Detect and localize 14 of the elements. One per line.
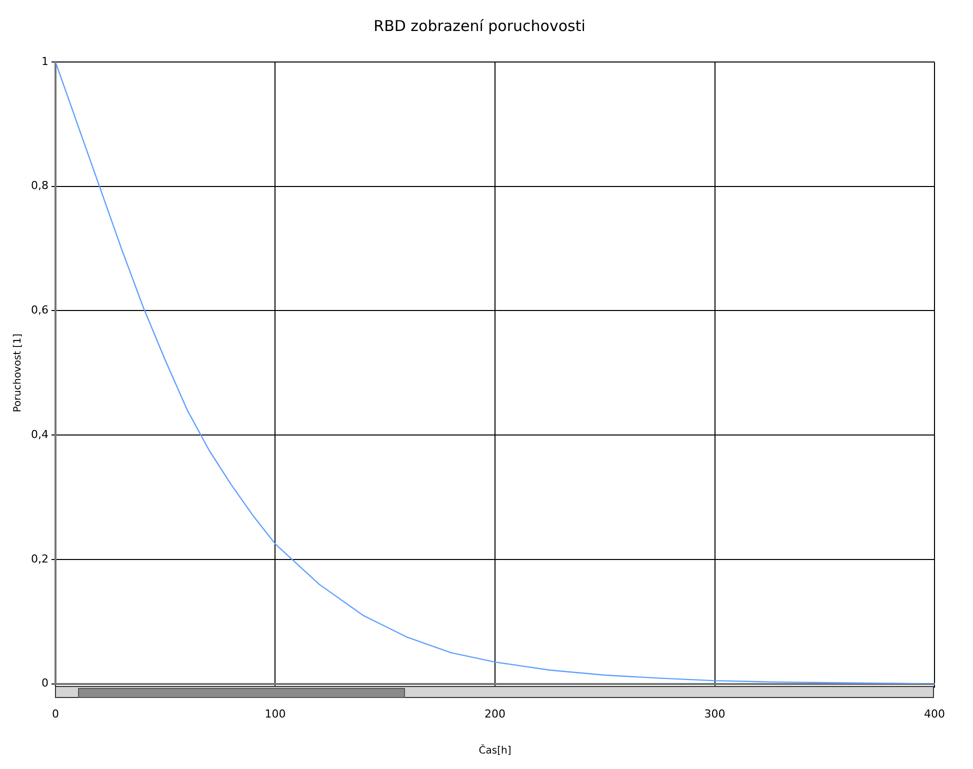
y-tick-label: 1 xyxy=(41,54,48,68)
x-tick-label: 400 xyxy=(924,707,945,720)
x-tick-label: 200 xyxy=(484,707,506,720)
y-tick-label: 0,4 xyxy=(30,428,48,441)
y-tick-label: 0,6 xyxy=(30,304,48,317)
x-tick-label: 300 xyxy=(704,707,726,720)
chart-title: RBD zobrazení poruchovosti xyxy=(374,16,586,35)
x-tick-label: 0 xyxy=(52,707,59,720)
x-tick-label: 100 xyxy=(264,707,286,720)
y-axis-title: Poruchovost [1] xyxy=(12,333,24,412)
x-axis-title: Čas[h] xyxy=(478,744,512,757)
y-tick-label: 0 xyxy=(41,676,48,690)
y-tick-label: 0,2 xyxy=(30,552,48,566)
y-tick-label: 0,8 xyxy=(30,179,48,192)
